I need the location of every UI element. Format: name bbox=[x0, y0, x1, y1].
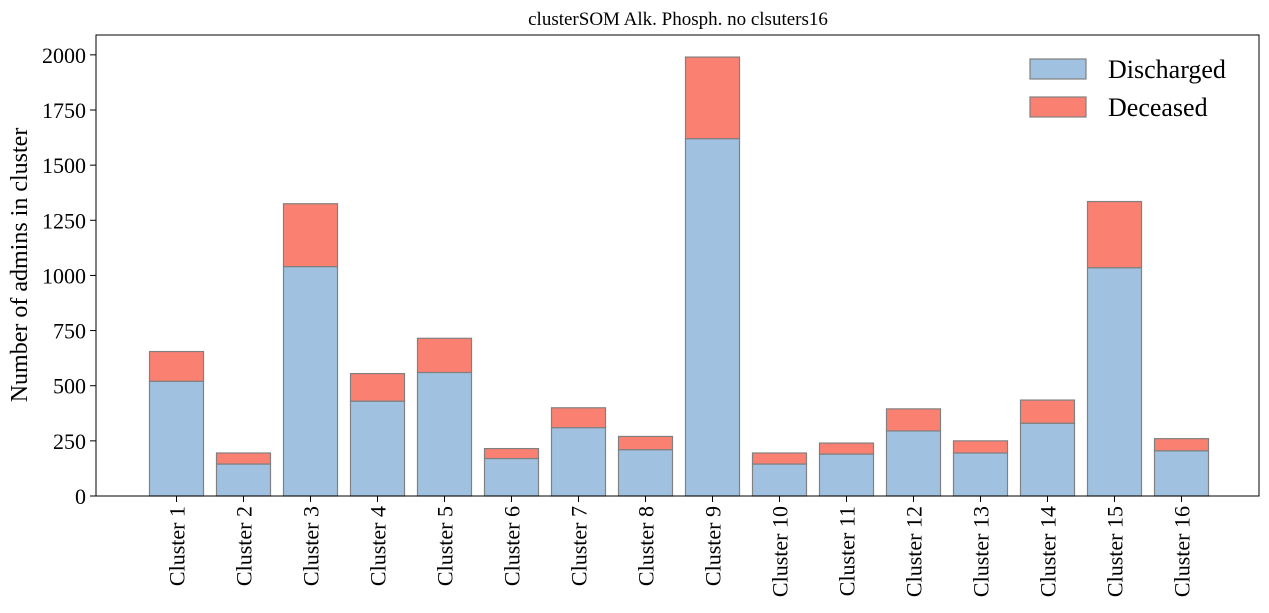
y-tick-label: 750 bbox=[53, 319, 86, 344]
x-ticks-group: Cluster 1 Cluster 2 Cluster 3 Cluster 4 Clus… bbox=[165, 496, 1195, 597]
bar-deceased-15 bbox=[1086, 200, 1143, 269]
bar-discharged-3 bbox=[282, 266, 339, 497]
bar-discharged-16 bbox=[1153, 450, 1210, 497]
legend-swatch-discharged bbox=[1029, 58, 1087, 80]
x-tick-label: Cluster 4 bbox=[366, 506, 391, 586]
bars-group bbox=[148, 56, 1210, 497]
bar-discharged-7 bbox=[550, 427, 607, 497]
y-tick-label: 2000 bbox=[42, 43, 86, 68]
bar-deceased-8 bbox=[617, 435, 674, 451]
x-tick-label: Cluster 6 bbox=[500, 506, 525, 586]
bar-deceased-9 bbox=[684, 56, 741, 140]
x-tick-label: Cluster 14 bbox=[1036, 506, 1061, 597]
bar-discharged-12 bbox=[885, 430, 942, 497]
legend-label-deceased: Deceased bbox=[1108, 93, 1208, 122]
bar-deceased-1 bbox=[148, 350, 205, 382]
bar-deceased-5 bbox=[416, 337, 473, 374]
bar-deceased-14 bbox=[1019, 399, 1076, 424]
y-tick-label: 1250 bbox=[42, 208, 86, 233]
x-tick-label: Cluster 12 bbox=[902, 506, 927, 597]
legend-label-discharged: Discharged bbox=[1108, 55, 1226, 84]
x-tick-label: Cluster 1 bbox=[165, 506, 190, 586]
bar-discharged-6 bbox=[483, 457, 540, 497]
bar-discharged-11 bbox=[818, 453, 875, 497]
bar-discharged-2 bbox=[215, 463, 272, 497]
y-tick-label: 250 bbox=[53, 429, 86, 454]
bar-discharged-9 bbox=[684, 138, 741, 497]
bar-discharged-8 bbox=[617, 449, 674, 497]
bar-deceased-13 bbox=[952, 440, 1009, 454]
x-tick-label: Cluster 2 bbox=[232, 506, 257, 586]
legend-swatch-deceased bbox=[1029, 96, 1087, 118]
bar-deceased-6 bbox=[483, 447, 540, 460]
chart-title: clusterSOM Alk. Phosph. no clsuters16 bbox=[528, 9, 828, 30]
bar-discharged-10 bbox=[751, 463, 808, 497]
bar-discharged-14 bbox=[1019, 422, 1076, 497]
bar-deceased-12 bbox=[885, 408, 942, 432]
y-tick-label: 0 bbox=[75, 484, 86, 509]
y-tick-label: 1750 bbox=[42, 98, 86, 123]
x-tick-label: Cluster 10 bbox=[768, 506, 793, 597]
y-tick-label: 1500 bbox=[42, 153, 86, 178]
x-tick-label: Cluster 5 bbox=[433, 506, 458, 586]
x-tick-label: Cluster 11 bbox=[835, 506, 860, 596]
y-axis-label: Number of admins in cluster bbox=[7, 128, 33, 403]
bar-deceased-16 bbox=[1153, 438, 1210, 452]
plot-frame bbox=[95, 34, 1260, 497]
x-tick-label: Cluster 9 bbox=[701, 506, 726, 586]
bar-deceased-4 bbox=[349, 372, 406, 402]
bar-deceased-3 bbox=[282, 203, 339, 268]
bar-discharged-1 bbox=[148, 380, 205, 497]
bar-discharged-13 bbox=[952, 452, 1009, 497]
x-tick-label: Cluster 7 bbox=[567, 506, 592, 586]
legend: Discharged Deceased bbox=[1029, 55, 1226, 122]
x-tick-label: Cluster 3 bbox=[299, 506, 324, 586]
x-tick-label: Cluster 15 bbox=[1103, 506, 1128, 597]
y-tick-label: 500 bbox=[53, 374, 86, 399]
bar-deceased-11 bbox=[818, 442, 875, 455]
x-tick-label: Cluster 13 bbox=[969, 506, 994, 597]
x-tick-label: Cluster 16 bbox=[1170, 506, 1195, 597]
y-ticks-group: 0 250 500 750 1000 1250 1500 1750 2000 bbox=[42, 43, 96, 509]
bar-discharged-4 bbox=[349, 400, 406, 497]
bar-discharged-5 bbox=[416, 371, 473, 497]
bar-discharged-15 bbox=[1086, 267, 1143, 497]
x-tick-label: Cluster 8 bbox=[634, 506, 659, 586]
bar-deceased-7 bbox=[550, 407, 607, 429]
bar-deceased-10 bbox=[751, 452, 808, 465]
y-tick-label: 1000 bbox=[42, 263, 86, 288]
bar-deceased-2 bbox=[215, 452, 272, 465]
